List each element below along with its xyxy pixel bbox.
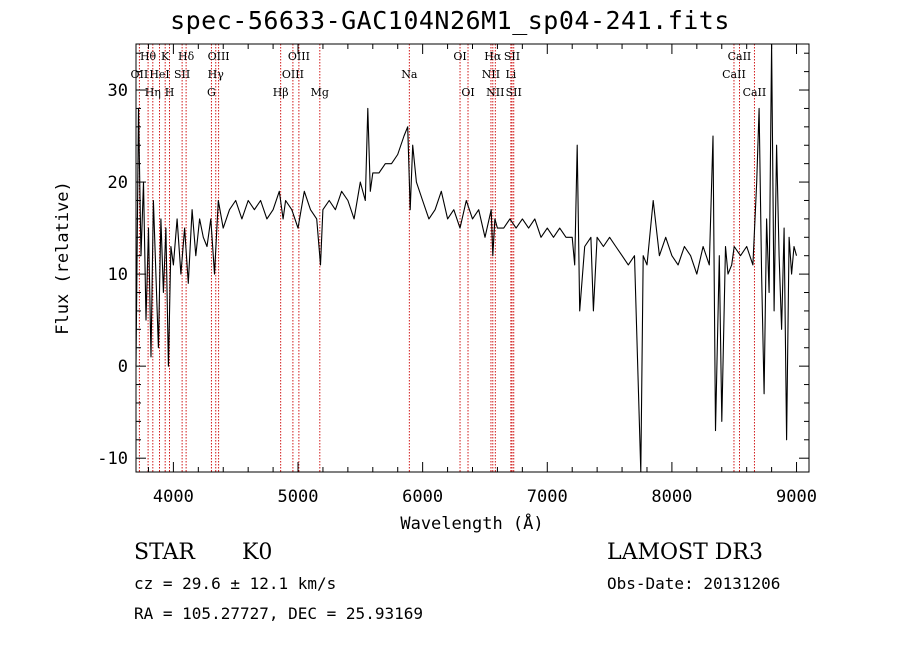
chart-title: spec-56633-GAC104N26M1_sp04-241.fits: [170, 6, 730, 35]
x-tick-label: 6000: [402, 487, 443, 507]
x-axis-label: Wavelength (Å): [400, 512, 543, 534]
y-tick-label: -10: [97, 449, 128, 469]
y-tick-label: 30: [108, 81, 128, 101]
spectral-line-label: Na: [401, 68, 418, 81]
spectral-line-label: Hη: [145, 86, 161, 99]
x-tick-label: 9000: [776, 487, 817, 507]
spectral-line-labels: Hθ OII Hη K HeI H Hδ SII OIII Hγ G Hβ OIII OIII Mg Na OI…: [131, 50, 767, 99]
ra-dec: RA = 105.27727, DEC = 25.93169: [134, 604, 423, 623]
x-tick-label: 8000: [651, 487, 692, 507]
spectral-line-label: Hδ: [178, 50, 195, 63]
x-tick-label: 7000: [527, 487, 568, 507]
spectral-line-label: Mg: [311, 86, 329, 99]
spectral-line-label: OIII: [288, 50, 310, 63]
spectral-line-label: OI: [453, 50, 466, 63]
spectral-line-label: NII: [486, 86, 504, 99]
axis-ticks: 4000 5000 6000 7000 8000 9000 -10 0 10 20 30: [97, 44, 817, 507]
y-tick-label: 0: [118, 357, 128, 377]
obs-date: Obs-Date: 20131206: [607, 574, 781, 593]
spectral-line-label: CaII: [722, 68, 746, 81]
spectral-line-label: SII: [174, 68, 190, 81]
spectral-line-label: CaII: [743, 86, 767, 99]
redshift-cz: cz = 29.6 ± 12.1 km/s: [134, 574, 337, 593]
spectral-line-label: H: [165, 86, 175, 99]
survey-name: LAMOST DR3: [607, 540, 763, 565]
spectral-line-label: Hθ: [140, 50, 157, 63]
spectral-line-label: OIII: [282, 68, 304, 81]
y-tick-label: 20: [108, 173, 128, 193]
flux-series-line: [135, 43, 798, 473]
object-class: STAR: [134, 540, 195, 565]
spectral-line-label: Hα: [484, 50, 502, 63]
plot-frame: [135, 43, 810, 473]
spectral-line-label: CaII: [728, 50, 752, 63]
spectral-line-markers: [138, 44, 755, 472]
x-tick-label: 4000: [153, 487, 194, 507]
object-subclass: K0: [242, 540, 273, 565]
spectral-line-label: K: [161, 50, 170, 63]
spectral-line-label: SII: [504, 50, 520, 63]
spectral-line-label: OIII: [208, 50, 230, 63]
spectral-line-label: SII: [506, 86, 522, 99]
spectral-line-label: OI: [461, 86, 474, 99]
spectral-line-label: HeI: [149, 68, 169, 81]
spectral-line-label: OII: [131, 68, 149, 81]
spectral-line-label: Hγ: [208, 68, 225, 81]
spectral-line-label: Hβ: [273, 86, 289, 99]
spectral-line-label: Li: [505, 68, 516, 81]
spectral-line-label: NII: [482, 68, 500, 81]
spectral-line-label: G: [207, 86, 216, 99]
y-axis-label: Flux (relative): [53, 181, 73, 335]
x-tick-label: 5000: [278, 487, 319, 507]
y-tick-label: 10: [108, 265, 128, 285]
